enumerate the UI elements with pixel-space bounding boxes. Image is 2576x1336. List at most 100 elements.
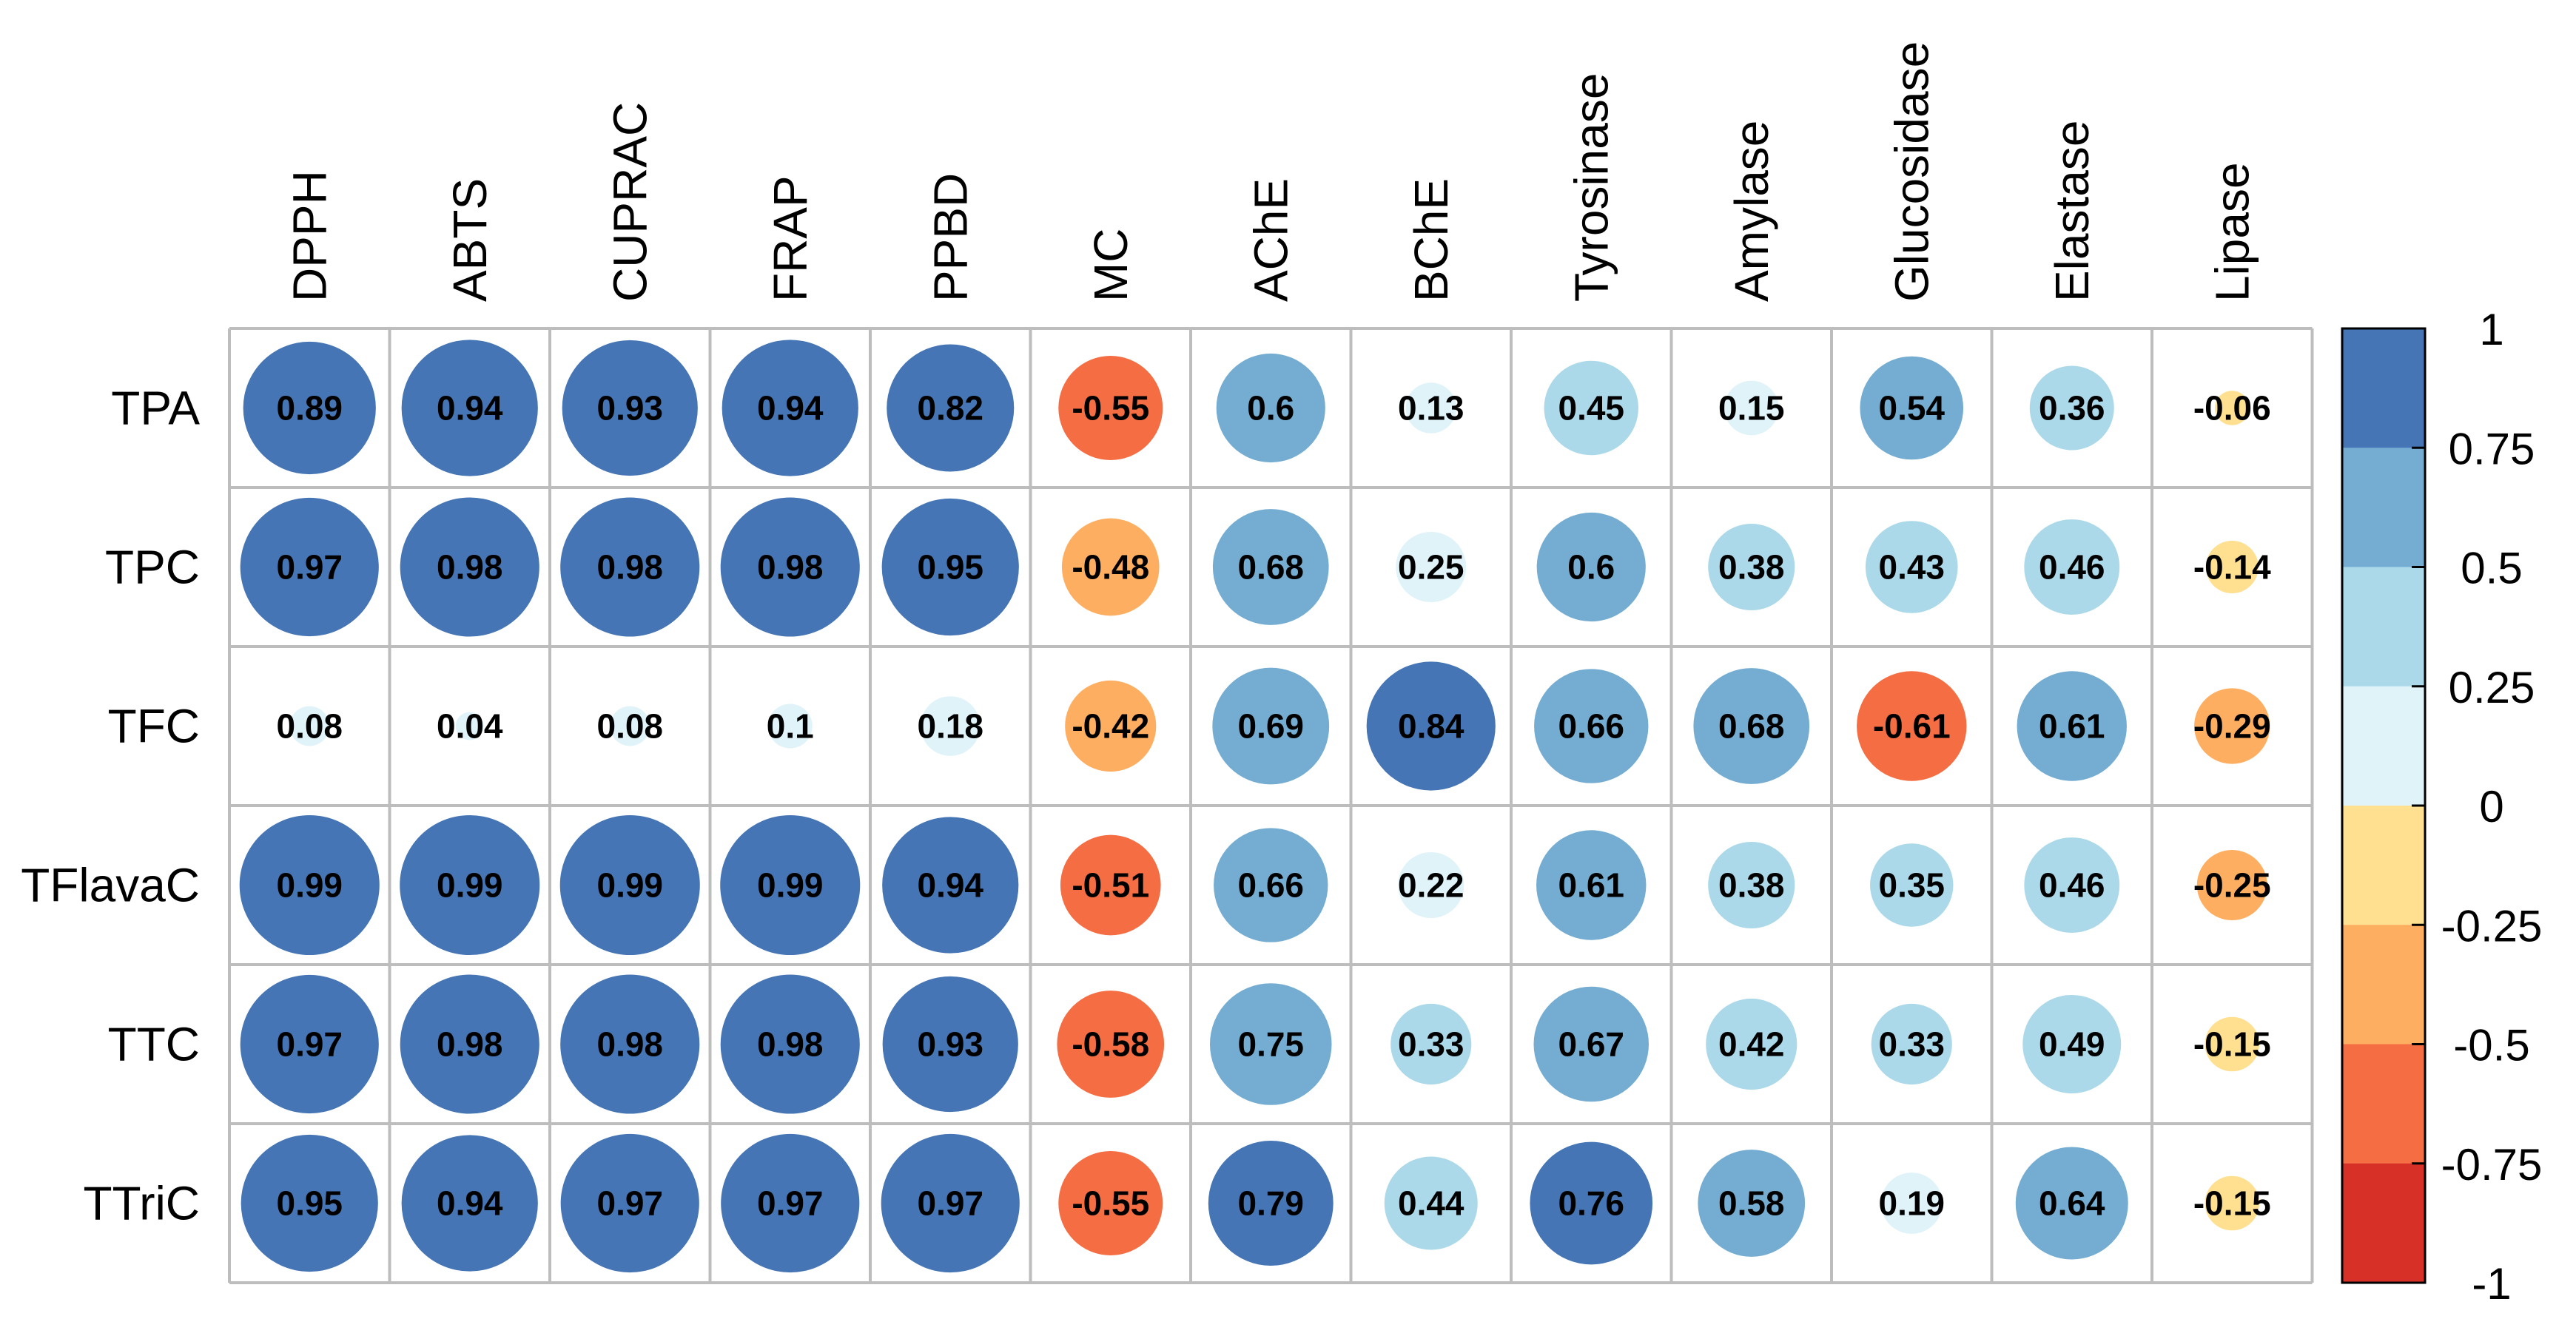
- correlation-circle: [2196, 850, 2267, 920]
- correlation-circle: [1536, 830, 1647, 940]
- correlation-circle: [720, 497, 860, 637]
- correlation-circle: [721, 1133, 860, 1273]
- correlation-value: 0.98: [596, 1025, 663, 1064]
- correlation-value: 0.64: [2039, 1184, 2105, 1223]
- legend-tick-label: -0.75: [2441, 1140, 2543, 1190]
- correlation-value: 0.43: [1878, 548, 1945, 587]
- legend-swatch: [2342, 448, 2425, 567]
- correlation-circle: [455, 712, 484, 740]
- correlation-circle: [401, 1135, 538, 1272]
- correlation-circle: [1058, 356, 1163, 460]
- correlation-value: 0.98: [596, 548, 663, 587]
- correlation-circle: [243, 341, 376, 475]
- correlation-value: 0.38: [1718, 548, 1785, 587]
- column-label: Lipase: [2205, 162, 2259, 302]
- correlation-circle: [720, 814, 861, 956]
- correlation-circle: [2205, 1175, 2260, 1231]
- correlation-circle: [1060, 834, 1161, 936]
- correlation-circle: [881, 498, 1019, 636]
- correlation-circle: [1209, 983, 1332, 1105]
- correlation-value: 0.61: [1558, 866, 1624, 905]
- correlation-value: 0.94: [917, 866, 983, 905]
- correlation-value: 0.36: [2039, 389, 2105, 428]
- value-labels: 0.89 0.94 0.93 0.94 0.82 -0.55 0.6 0.13 0.45 0.15…: [276, 389, 2271, 1223]
- correlation-circle: [2029, 365, 2114, 451]
- correlation-value: 0.46: [2039, 866, 2105, 905]
- legend-swatch: [2342, 686, 2425, 806]
- row-label: TPA: [111, 382, 200, 435]
- correlation-value: -0.58: [1072, 1025, 1149, 1064]
- correlation-value: 0.38: [1718, 866, 1785, 905]
- row-label: TFlavaC: [21, 859, 200, 912]
- legend-tick-label: 0.75: [2449, 424, 2535, 473]
- correlation-circle: [2205, 540, 2259, 594]
- correlation-circle: [1870, 843, 1954, 927]
- correlation-value: 0.08: [596, 707, 663, 746]
- correlation-circle: [1058, 1151, 1163, 1255]
- legend-swatch: [2342, 1044, 2425, 1164]
- correlation-value: 0.99: [437, 866, 503, 905]
- correlation-value: 0.49: [2039, 1025, 2105, 1064]
- correlation-circle: [722, 340, 858, 476]
- correlation-value: 0.84: [1398, 707, 1464, 746]
- correlation-circle: [1212, 509, 1329, 625]
- correlation-circle: [240, 974, 379, 1114]
- correlation-value: -0.48: [1072, 548, 1149, 587]
- correlation-value: 0.61: [2039, 707, 2105, 746]
- correlation-value: 0.99: [276, 866, 343, 905]
- grid: [228, 327, 2314, 1284]
- correlation-value: 0.42: [1718, 1025, 1785, 1064]
- correlation-value: 0.46: [2039, 548, 2105, 587]
- correlation-circle: [1384, 1156, 1478, 1250]
- legend-swatch: [2342, 1163, 2425, 1283]
- column-label: Elastase: [2045, 121, 2099, 302]
- correlation-value: 0.68: [1718, 707, 1785, 746]
- correlation-circle: [1208, 1141, 1334, 1266]
- correlation-circle: [2024, 837, 2120, 933]
- correlation-value: -0.42: [1072, 707, 1149, 746]
- row-label: TTC: [108, 1018, 200, 1071]
- legend-tick-label: 1: [2479, 305, 2503, 354]
- correlation-circle: [1065, 680, 1157, 772]
- correlation-circle: [1057, 991, 1165, 1098]
- correlation-circle: [560, 974, 700, 1114]
- correlation-value: 0.1: [767, 707, 814, 746]
- column-label: Tyrosinase: [1564, 73, 1618, 302]
- correlation-value: 0.13: [1398, 389, 1464, 428]
- correlation-circle: [1536, 512, 1646, 622]
- correlation-value: 0.18: [917, 707, 983, 746]
- correlation-value: -0.55: [1072, 389, 1149, 428]
- correlation-circle: [1708, 841, 1795, 929]
- correlation-circle: [1405, 382, 1457, 433]
- correlation-circle: [1860, 356, 1964, 460]
- correlation-circle: [1061, 518, 1160, 616]
- correlation-circle: [400, 497, 539, 637]
- correlation-circle: [2017, 671, 2127, 781]
- correlation-circle: [1857, 671, 1967, 781]
- correlation-value: -0.61: [1873, 707, 1951, 746]
- correlation-circle: [241, 1134, 378, 1272]
- correlation-circle: [1724, 380, 1779, 436]
- correlation-circle: [559, 814, 700, 956]
- column-labels: DPPH ABTS CUPRAC FRAP PPBD MC AChE BChE Tyrosina…: [283, 41, 2259, 302]
- correlation-circle: [239, 814, 380, 956]
- legend-swatch: [2342, 806, 2425, 925]
- column-label: Amylase: [1725, 121, 1778, 302]
- correlation-circle: [1530, 1141, 1653, 1265]
- correlation-value: 0.97: [596, 1184, 663, 1223]
- correlation-circle: [1534, 669, 1649, 783]
- correlation-circle: [1544, 360, 1638, 456]
- legend-swatch: [2342, 925, 2425, 1045]
- column-label: PPBD: [924, 173, 977, 302]
- correlation-value: -0.14: [2193, 548, 2271, 587]
- correlation-circle: [720, 974, 860, 1114]
- correlation-circle: [2205, 1016, 2260, 1072]
- correlation-circle: [1865, 521, 1958, 613]
- correlation-circle: [1390, 1003, 1472, 1085]
- correlation-circle: [1398, 851, 1464, 919]
- correlation-circle: [1708, 523, 1795, 611]
- correlation-circle: [1533, 986, 1649, 1102]
- correlation-circle: [2015, 1147, 2128, 1260]
- legend-tick-label: 0.5: [2461, 544, 2522, 593]
